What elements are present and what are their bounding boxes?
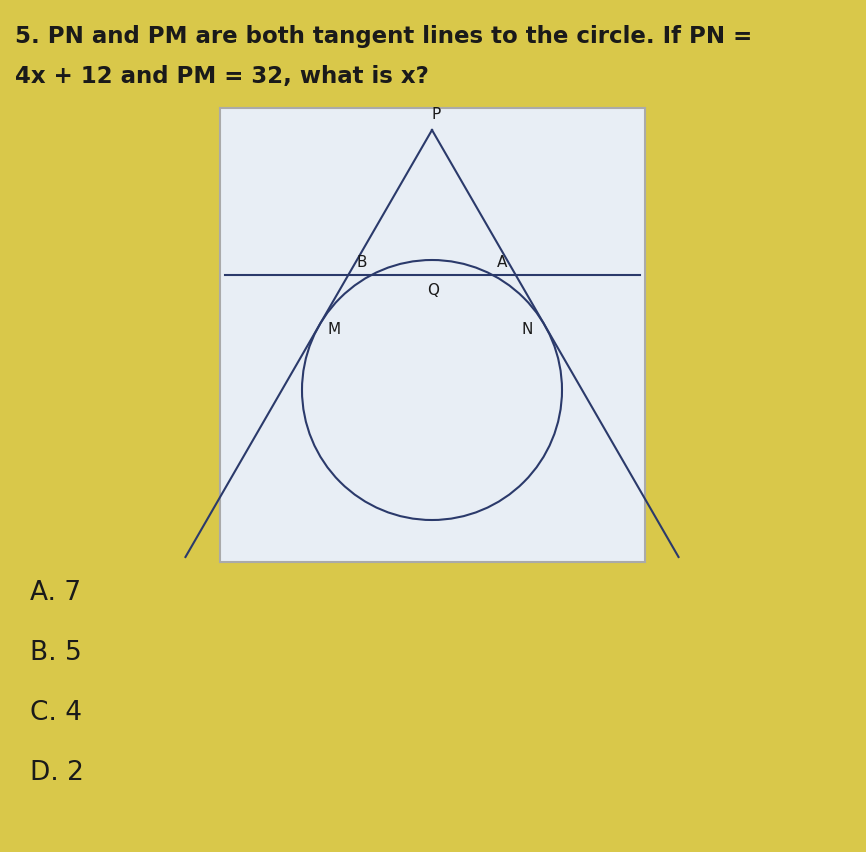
Text: C. 4: C. 4 [30, 700, 82, 726]
Text: Q: Q [427, 283, 439, 298]
Bar [220, 108, 645, 562]
Text: A: A [497, 255, 507, 270]
Text: D. 2: D. 2 [30, 760, 84, 786]
Text: A. 7: A. 7 [30, 580, 81, 606]
Text: B. 5: B. 5 [30, 640, 81, 666]
Text: P: P [431, 107, 441, 122]
Text: M: M [327, 323, 340, 337]
Text: N: N [521, 323, 533, 337]
Text: 5. PN and PM are both tangent lines to the circle. If PN =: 5. PN and PM are both tangent lines to t… [15, 25, 753, 48]
Text: B: B [356, 255, 367, 270]
Text: 4x + 12 and PM = 32, what is x?: 4x + 12 and PM = 32, what is x? [15, 65, 429, 88]
